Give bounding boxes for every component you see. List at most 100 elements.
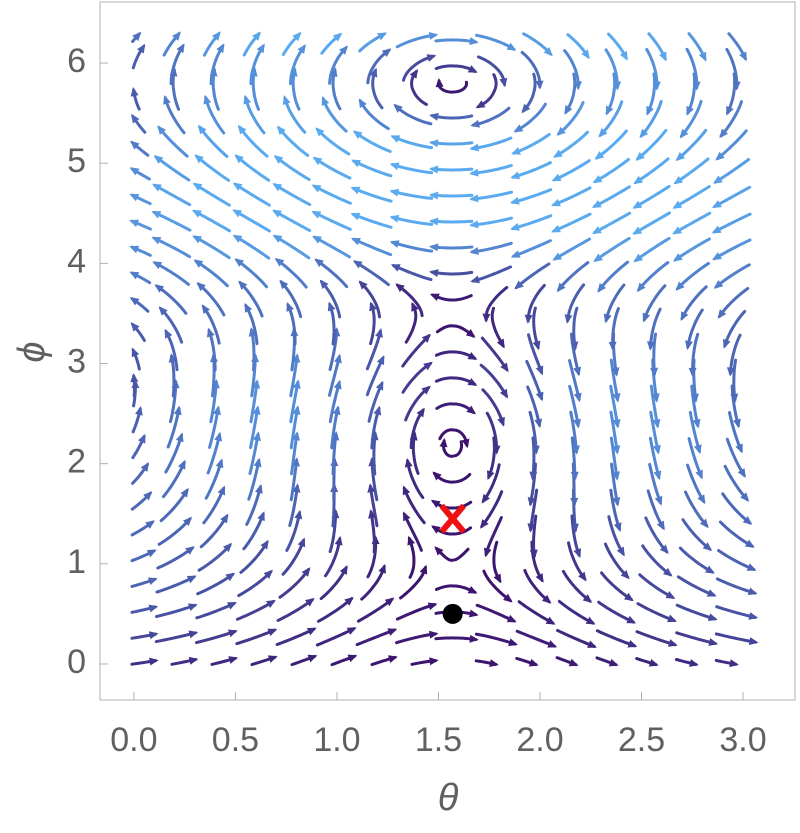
stream-arrowhead [223,542,233,553]
stream-arrowhead [627,640,638,648]
streamline [328,328,339,372]
streamline [476,73,498,109]
streamline [288,484,299,527]
stream-arrowhead [429,657,439,666]
stream-arrowhead [528,658,539,667]
streamline [366,48,391,85]
streamline [437,79,469,94]
stream-arrowhead [153,155,164,164]
streamline [356,597,394,623]
streamline [351,212,393,229]
stream-arrowhead [314,258,324,268]
stream-arrowhead [146,549,157,558]
stream-arrowhead [654,495,663,506]
x-marker [439,503,466,534]
streamline [198,125,229,158]
stream-arrowhead [225,572,236,582]
stream-arrowhead [294,509,303,520]
stream-arrowhead [129,219,140,228]
stream-arrowhead [381,48,392,58]
stream-arrowhead [524,314,533,324]
stream-arrowhead [435,77,444,88]
stream-arrowhead [163,94,171,105]
stream-arrowhead [611,367,620,377]
stream-arrowhead [344,596,354,606]
streamline [244,304,259,346]
stream-arrowhead [653,470,662,481]
stream-arrowhead [632,226,643,235]
stream-arrowhead [527,497,536,507]
stream-arrowhead [570,497,579,507]
stream-arrowhead [659,51,667,62]
streamline [525,359,544,401]
stream-arrowhead [393,103,403,113]
stream-arrowhead [194,154,204,164]
stream-arrowhead [616,546,625,557]
streamline [197,282,226,317]
stream-arrowhead [469,37,479,46]
stream-arrowhead [685,340,693,350]
streamline [235,628,276,646]
y-tick-label: 1 [67,543,86,581]
stream-arrowhead [497,416,505,427]
streamline [273,183,312,207]
stream-arrowhead [633,175,644,185]
stream-arrowhead [672,253,683,262]
stream-arrowhead [272,183,283,192]
streamline [313,235,352,259]
streamline [196,572,235,596]
stream-arrowhead [403,511,411,522]
plot-frame [99,1,796,701]
streamline [725,47,739,90]
stream-arrowhead [672,200,683,209]
stream-arrowhead [333,379,342,390]
streamline [515,629,556,648]
stream-arrowhead [358,98,367,109]
stream-arrowhead [556,282,566,293]
streamline [291,68,301,111]
stream-arrowhead [469,194,479,203]
stream-arrowhead [407,535,416,546]
streamline [645,47,659,90]
stream-arrowhead [432,471,442,481]
stream-arrowhead [573,392,582,403]
streamline [164,433,184,474]
stream-arrowhead [552,252,563,261]
streamline [249,380,259,424]
streamline [636,128,668,161]
streamline [275,258,308,289]
stream-arrowhead [232,234,243,243]
stream-arrowhead [306,627,317,636]
streamline [690,384,700,428]
streamline [312,184,352,205]
streamline [289,458,299,502]
stream-arrowhead [157,125,167,135]
stream-arrowhead [188,656,199,665]
streamline [193,209,232,233]
streamline [368,484,379,528]
streamline [717,549,756,571]
stream-arrowhead [352,130,363,139]
stream-arrowhead [350,237,361,246]
stream-arrowhead [726,367,735,377]
stream-arrowhead [672,226,682,235]
stream-arrowhead [556,126,566,136]
streamline [169,44,185,86]
stream-arrowhead [570,471,579,481]
stream-arrowhead [651,393,660,403]
streamline [648,462,663,505]
streamline [512,132,551,155]
streamline [402,512,423,552]
streamline [430,114,474,120]
streamline [511,188,553,204]
stream-arrowhead [535,573,544,583]
streamline [646,72,657,115]
streamline [597,260,630,292]
streamline [470,190,513,201]
streamline [471,106,511,127]
streamline [409,408,425,450]
streamline [432,525,473,536]
streamline [394,104,433,126]
stream-arrowhead [667,614,677,623]
streamline [369,510,376,554]
